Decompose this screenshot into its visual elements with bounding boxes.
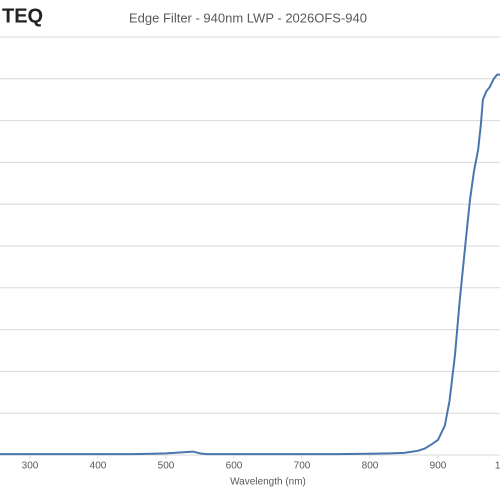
data-line bbox=[0, 73, 500, 456]
x-tick-label: 500 bbox=[158, 461, 175, 472]
logo: TEQ bbox=[2, 5, 43, 27]
chart-title: Edge Filter - 940nm LWP - 2026OFS-940 bbox=[129, 10, 367, 25]
x-tick-label: 700 bbox=[294, 461, 311, 472]
x-tick-label: 300 bbox=[22, 461, 39, 472]
x-tick-label: 600 bbox=[226, 461, 243, 472]
x-tick-label: 1000 bbox=[495, 461, 500, 472]
x-axis-label: Wavelength (nm) bbox=[230, 477, 306, 488]
x-tick-label: 800 bbox=[362, 461, 379, 472]
x-tick-label: 400 bbox=[90, 461, 107, 472]
x-tick-label: 900 bbox=[430, 461, 447, 472]
